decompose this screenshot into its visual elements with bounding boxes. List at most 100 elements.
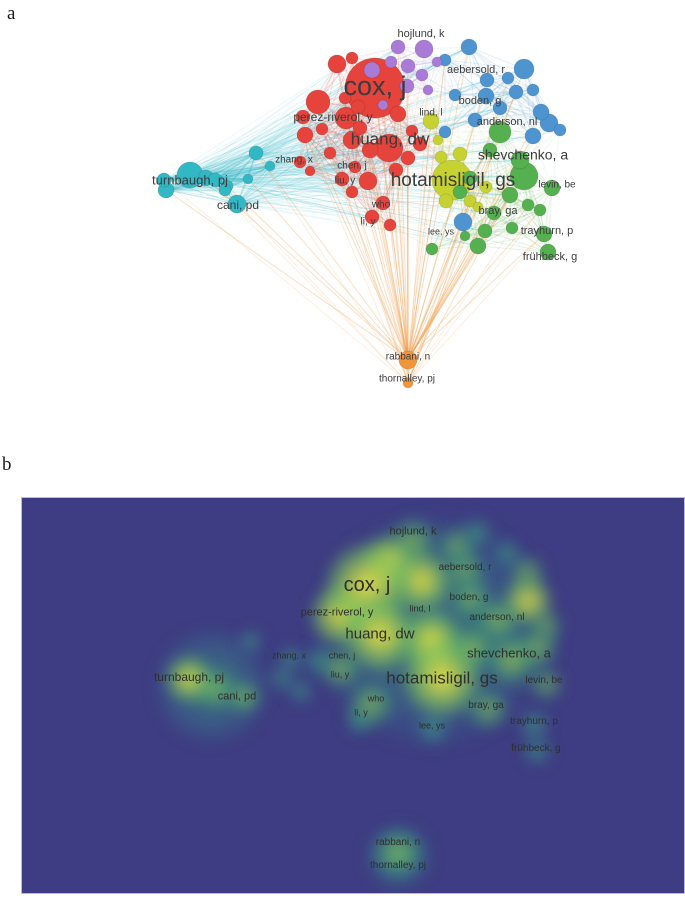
network-node — [432, 134, 444, 146]
network-node — [327, 54, 347, 74]
network-node — [469, 237, 487, 255]
network-node — [398, 350, 418, 370]
network-node — [342, 130, 362, 150]
network-node — [364, 209, 380, 225]
density-blob — [128, 603, 294, 769]
network-node — [296, 126, 314, 144]
density-blob — [156, 646, 222, 712]
author-label: aebersold, r — [438, 562, 492, 573]
network-node — [532, 103, 550, 121]
author-label: turnbaugh, pj — [152, 172, 228, 187]
author-label: zhang, x — [271, 650, 307, 661]
author-label: rabbani, n — [375, 837, 421, 848]
author-label: perez-riverol, y — [300, 606, 374, 619]
author-label: liu, y — [330, 669, 350, 680]
network-node — [472, 201, 484, 213]
network-node — [488, 120, 512, 144]
density-blob — [465, 588, 531, 654]
density-blob — [365, 820, 431, 886]
network-node — [452, 146, 468, 162]
author-label: huang, dw — [351, 129, 430, 148]
network-node — [334, 106, 358, 130]
author-label: hojlund, k — [389, 525, 437, 538]
network-node — [400, 150, 416, 166]
network-node — [315, 122, 329, 136]
network-node — [422, 84, 434, 96]
author-label: perez-riverol, y — [293, 110, 372, 124]
network-node — [452, 184, 468, 200]
network-node — [350, 99, 366, 115]
network-node — [345, 51, 359, 65]
author-label: frühbeck, g — [523, 251, 577, 263]
author-label: thornalley, pj — [379, 374, 435, 385]
network-node — [414, 39, 434, 59]
network-node — [358, 171, 378, 191]
network-node — [384, 55, 398, 69]
density-blob — [509, 700, 559, 750]
network-node — [334, 171, 350, 187]
density-blob — [439, 615, 505, 681]
author-label: hotamisligil, gs — [391, 170, 516, 191]
network-node — [388, 162, 404, 178]
density-blob — [384, 620, 500, 736]
author-label: rabbani, n — [386, 352, 430, 363]
author-label: frühbeck, g — [511, 743, 561, 754]
density-blob — [271, 639, 311, 679]
network-node — [434, 150, 448, 164]
density-blob — [408, 704, 458, 754]
author-label: lee, ys — [428, 226, 455, 236]
author-label: thornalley, pj — [370, 860, 426, 871]
author-label: chen, j — [328, 650, 356, 661]
network-node — [448, 88, 462, 102]
network-node — [348, 160, 362, 174]
network-node — [543, 179, 561, 197]
density-blob — [312, 640, 370, 698]
author-label: levin, be — [525, 675, 563, 686]
author-label: cox, j — [343, 574, 391, 596]
network-node — [438, 125, 452, 139]
density-blob — [492, 565, 564, 637]
author-label: trayhurn, p — [510, 716, 558, 727]
density-blob — [327, 582, 433, 688]
density-blob — [428, 518, 484, 574]
author-label: li, y — [354, 707, 368, 718]
network-node — [501, 186, 519, 204]
network-node — [508, 84, 524, 100]
network-node — [535, 225, 553, 243]
network-node — [363, 61, 381, 79]
density-blob — [338, 671, 404, 737]
author-label: cox, j — [343, 71, 406, 101]
author-label: bray, ga — [479, 205, 519, 217]
network-node — [513, 58, 535, 80]
network-node — [438, 193, 454, 209]
network-node — [526, 83, 540, 97]
density-blob — [459, 680, 517, 738]
network-node — [479, 180, 493, 194]
network-node — [389, 105, 407, 123]
network-node — [521, 198, 535, 212]
network-node — [390, 39, 406, 55]
author-label: anderson, nl — [477, 116, 538, 128]
network-node — [459, 230, 471, 242]
network-node — [431, 56, 443, 68]
network-node — [400, 58, 416, 74]
density-blob — [472, 620, 550, 698]
network-node — [467, 112, 483, 128]
density-blob — [452, 508, 502, 558]
density-blob — [436, 542, 494, 600]
density-blob — [262, 658, 302, 698]
density-blob — [348, 806, 448, 893]
network-node — [383, 218, 397, 232]
network-node — [479, 72, 495, 88]
density-blob — [380, 508, 446, 574]
network-node — [486, 205, 502, 221]
density-blob — [515, 729, 559, 773]
author-label: cani, pd — [217, 198, 259, 212]
density-blob — [350, 522, 428, 600]
network-node — [156, 172, 172, 188]
network-node — [207, 172, 223, 188]
panel-a-label: a — [7, 3, 16, 24]
network-node — [460, 38, 478, 56]
network-node — [402, 377, 414, 389]
network-node — [422, 112, 440, 130]
